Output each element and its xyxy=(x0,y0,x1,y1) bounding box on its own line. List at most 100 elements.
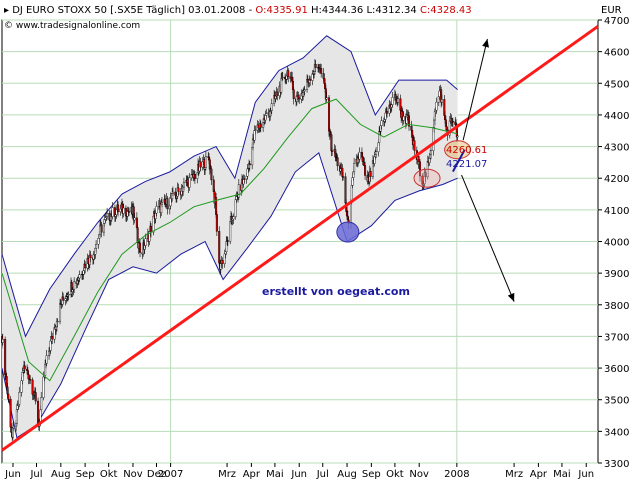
candle-body xyxy=(12,426,15,429)
candle-body xyxy=(328,97,331,132)
x-tick-label: Aug xyxy=(337,469,357,480)
x-tick-label: Jul xyxy=(316,469,329,480)
instrument-label: DJ EURO STOXX 50 [.SX5E Täglich] 03.01.2… xyxy=(12,5,252,16)
x-tick-label: Okt xyxy=(100,469,118,480)
candle-body xyxy=(182,182,185,188)
candle-body xyxy=(259,123,262,128)
candle-body xyxy=(336,157,339,167)
watermark-text: erstellt von oegeat.com xyxy=(262,285,410,298)
candle-body xyxy=(281,76,284,79)
candle-body xyxy=(292,89,295,100)
y-axis: 3300 3400 3500 3600 3700 3800 3900 4000 4100 4200… xyxy=(598,16,629,470)
candle-body xyxy=(111,207,114,217)
candle-body xyxy=(243,178,246,180)
forecast-arrow xyxy=(461,174,515,302)
candle-body xyxy=(344,176,347,204)
x-tick-label: Mai xyxy=(553,469,571,480)
y-tick-label: 3400 xyxy=(604,427,629,438)
candle-body xyxy=(7,393,10,400)
y-tick-label: 3800 xyxy=(604,301,629,312)
y-tick-label: 4200 xyxy=(604,174,629,185)
candle-body xyxy=(218,231,221,264)
candle-body xyxy=(451,121,454,123)
forecast-arrow-head xyxy=(482,39,489,48)
candle-body xyxy=(78,274,81,279)
candle-body xyxy=(380,120,383,126)
candle-body xyxy=(364,165,367,176)
y-tick-label: 4600 xyxy=(604,48,629,59)
price-candles xyxy=(1,59,459,442)
y-tick-label: 3900 xyxy=(604,269,629,280)
currency-label: EUR xyxy=(601,5,622,16)
y-tick-label: 3500 xyxy=(604,396,629,407)
candle-body xyxy=(128,211,131,213)
candle-body xyxy=(429,150,432,155)
low-value: L:4312.34 xyxy=(366,5,416,16)
level-label-4260: 4260.61 xyxy=(446,145,487,156)
x-tick-label: Dez xyxy=(147,469,166,480)
candle-body xyxy=(331,150,334,152)
candle-body xyxy=(215,214,218,232)
candle-body xyxy=(456,135,459,138)
x-tick-label: Sep xyxy=(362,469,381,480)
candle-body xyxy=(144,238,147,246)
source-credit: © www.tradesignalonline.com xyxy=(4,21,140,31)
forecast-arrow-head xyxy=(507,292,515,302)
candle-body xyxy=(349,201,352,224)
candle-body xyxy=(386,111,389,114)
y-tick-label: 3700 xyxy=(604,332,629,343)
y-tick-label: 4500 xyxy=(604,79,629,90)
candle-body xyxy=(402,116,405,121)
highlight-circle xyxy=(413,168,441,188)
level-segment xyxy=(452,149,466,173)
candle-body xyxy=(254,129,257,132)
candle-body xyxy=(106,213,109,218)
candle-body xyxy=(89,254,92,259)
candle-body xyxy=(418,161,421,177)
candle-body xyxy=(155,206,158,214)
header-instrument: ▸ DJ EURO STOXX 50 [.SX5E Täglich] 03.01… xyxy=(4,5,472,16)
candle-body xyxy=(232,216,235,220)
candle-body xyxy=(440,99,443,103)
indicator-lines xyxy=(1,25,599,452)
candle-body xyxy=(166,198,169,210)
candle-body xyxy=(122,207,125,214)
annotations-layer xyxy=(336,38,515,302)
candle-body xyxy=(314,64,317,68)
candle-body xyxy=(287,70,290,77)
candle-body xyxy=(309,78,312,81)
candle-body xyxy=(369,171,372,177)
candle-body xyxy=(73,281,76,290)
x-tick-label: Nov xyxy=(409,469,429,480)
candle-body xyxy=(303,89,306,92)
candle-body xyxy=(23,365,26,370)
candle-body xyxy=(342,176,345,178)
candle-body xyxy=(320,68,323,74)
x-tick-label: Nov xyxy=(123,469,143,480)
candle-body xyxy=(424,172,427,178)
y-tick-label: 4100 xyxy=(604,206,629,217)
forecast-arrow xyxy=(462,38,488,141)
x-tick-label: 2008 xyxy=(444,469,469,480)
candle-body xyxy=(298,97,301,100)
candle-body xyxy=(9,398,12,428)
y-tick-label: 3600 xyxy=(604,364,629,375)
candle-body xyxy=(40,397,43,411)
candle-body xyxy=(45,355,48,364)
x-tick-label: Jul xyxy=(29,469,42,480)
moving-average-line xyxy=(1,98,458,382)
y-tick-label: 4300 xyxy=(604,143,629,154)
bollinger-lower-line xyxy=(1,152,458,439)
candle-body xyxy=(375,151,378,155)
candle-body xyxy=(408,115,411,127)
candle-body xyxy=(325,97,328,100)
candle-body xyxy=(18,392,21,405)
x-tick-label: Aug xyxy=(51,469,71,480)
candle-body xyxy=(4,339,7,375)
candle-body xyxy=(248,163,251,166)
support-trendline xyxy=(1,25,599,452)
x-tick-label: Mai xyxy=(266,469,284,480)
candle-body xyxy=(226,240,229,242)
candle-body xyxy=(139,242,142,253)
